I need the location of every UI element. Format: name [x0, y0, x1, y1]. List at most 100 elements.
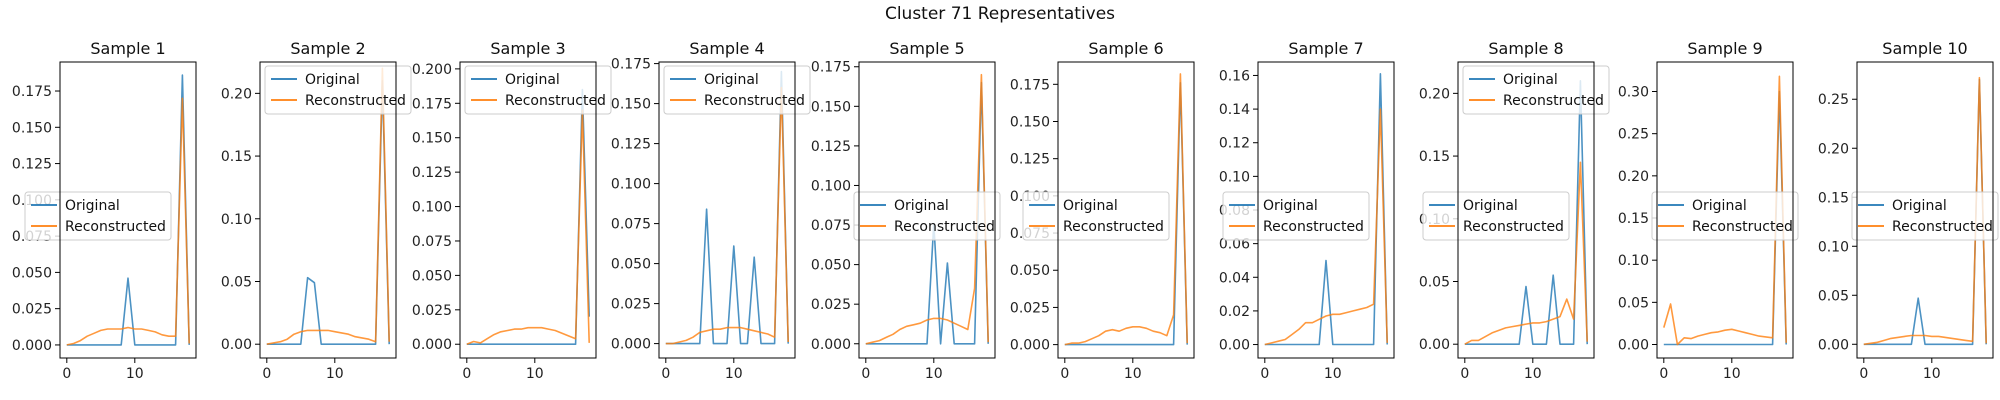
subplot-3: Sample 3 0.000 0.025 0.050 0.075 0.100 0.125 0.…: [412, 39, 612, 382]
y-tick-label: 0.00: [1419, 337, 1450, 353]
x-tick-label: 10: [326, 366, 344, 382]
y-tick-label: 0.050: [811, 258, 851, 274]
y-tick-label: 0.150: [611, 97, 651, 113]
y-tick-label: 0.125: [611, 137, 651, 153]
legend-box: [1222, 191, 1370, 241]
series-line-reconstructed: [66, 97, 190, 346]
axes-frame: [259, 61, 397, 359]
x-tick-label: 10: [1723, 366, 1741, 382]
axes-frame: [1257, 61, 1395, 359]
axes-frame: [1457, 61, 1595, 359]
series-line-original: [1863, 78, 1987, 346]
legend-label-original: Original: [305, 72, 360, 88]
x-tick-label: 10: [925, 366, 943, 382]
y-tick-label: 0.20: [1419, 86, 1450, 102]
y-tick-label: 0.175: [611, 57, 651, 73]
x-tick-label: 0: [1659, 366, 1668, 382]
subplot-title: Sample 5: [889, 39, 964, 58]
legend-label-original: Original: [65, 198, 120, 214]
x-tick-label: 10: [725, 366, 743, 382]
subplot-title: Sample 6: [1088, 39, 1163, 58]
subplot-7: Sample 70.000.020.040.060.080.100.120.14…: [1219, 39, 1395, 382]
axes-frame: [658, 61, 796, 359]
x-tick-label: 0: [1859, 366, 1868, 382]
subplot-title: Sample 8: [1488, 39, 1563, 58]
x-tick-label: 0: [1060, 366, 1069, 382]
x-tick-label: 0: [1460, 366, 1469, 382]
axes-frame: [1057, 61, 1195, 359]
y-tick-label: 0.150: [811, 99, 851, 115]
y-tick-label: 0.00: [1618, 338, 1649, 354]
legend-box: [464, 65, 612, 115]
y-tick-label: 0.20: [1618, 169, 1649, 185]
y-tick-label: 0.050: [611, 257, 651, 273]
figure-title: Cluster 71 Representatives: [884, 4, 1116, 24]
y-tick-label: 0.125: [1010, 152, 1050, 168]
y-tick-label: 0.025: [12, 302, 52, 318]
legend-box: [853, 191, 1001, 241]
y-tick-label: 0.200: [412, 62, 452, 78]
y-tick-label: 0.05: [1618, 295, 1649, 311]
subplot-title: Sample 4: [689, 39, 764, 58]
y-tick-label: 0.125: [12, 157, 52, 173]
series-line-original: [865, 81, 989, 345]
series-line-reconstructed: [266, 67, 390, 345]
legend-box: [24, 191, 172, 241]
y-tick-label: 0.075: [412, 234, 452, 250]
legend-label-original: Original: [894, 198, 949, 214]
legend-label-reconstructed: Reconstructed: [894, 219, 995, 235]
x-tick-label: 0: [1260, 366, 1269, 382]
legend-box: [1022, 191, 1170, 241]
legend-label-reconstructed: Reconstructed: [1463, 219, 1564, 235]
y-tick-label: 0.000: [1010, 338, 1050, 354]
legend-label-reconstructed: Reconstructed: [505, 93, 606, 109]
axes-frame: [1856, 61, 1994, 359]
axes-frame: [59, 61, 197, 359]
y-tick-label: 0.150: [12, 120, 52, 136]
y-tick-label: 0.175: [811, 60, 851, 76]
subplot-1: Sample 10.0000.0250.0500.0750.1000.1250.…: [12, 39, 197, 382]
legend: Original Reconstructed: [853, 191, 1001, 241]
series-line-reconstructed: [466, 109, 590, 345]
legend-label-reconstructed: Reconstructed: [1692, 219, 1793, 235]
legend-label-reconstructed: Reconstructed: [65, 219, 166, 235]
y-tick-label: 0.050: [1010, 263, 1050, 279]
x-tick-label: 0: [62, 366, 71, 382]
legend-label-original: Original: [1263, 198, 1318, 214]
x-tick-label: 0: [861, 366, 870, 382]
y-tick-label: 0.000: [412, 337, 452, 353]
axes-frame: [459, 61, 597, 359]
legend-label-reconstructed: Reconstructed: [305, 93, 406, 109]
axes-frame: [858, 61, 996, 359]
x-tick-label: 10: [526, 366, 544, 382]
y-tick-label: 0.175: [12, 84, 52, 100]
legend: Original Reconstructed: [1462, 65, 1610, 115]
x-tick-label: 10: [126, 366, 144, 382]
y-tick-label: 0.100: [412, 200, 452, 216]
legend: Original Reconstructed: [1022, 191, 1170, 241]
series-line-original: [1464, 80, 1588, 346]
subplot-5: Sample 5 0.000 0.025 0.050 0.075 0.100 0.125 0.…: [811, 39, 1001, 382]
series-line-reconstructed: [1264, 108, 1388, 346]
subplot-title: Sample 1: [90, 39, 165, 58]
y-tick-label: 0.14: [1219, 102, 1250, 118]
y-tick-label: 0.10: [1219, 169, 1250, 185]
legend-box: [1462, 65, 1610, 115]
subplot-title: Sample 3: [490, 39, 565, 58]
y-tick-label: 0.00: [1818, 337, 1849, 353]
legend-label-reconstructed: Reconstructed: [1063, 219, 1164, 235]
x-tick-label: 0: [661, 366, 670, 382]
subplot-4: Sample 4 0.000 0.025 0.050 0.075 0.100 0.125 0.…: [611, 39, 811, 382]
y-tick-label: 0.075: [811, 218, 851, 234]
legend-label-original: Original: [1892, 198, 1947, 214]
series-line-original: [665, 70, 789, 345]
legend-box: [264, 65, 412, 115]
y-tick-label: 0.15: [1419, 149, 1450, 165]
y-tick-label: 0.12: [1219, 136, 1250, 152]
legend: Original Reconstructed: [1851, 191, 1999, 241]
x-tick-label: 10: [1524, 366, 1542, 382]
y-tick-label: 0.025: [1010, 300, 1050, 316]
y-tick-label: 0.06: [1219, 237, 1250, 253]
legend-box: [1651, 191, 1799, 241]
